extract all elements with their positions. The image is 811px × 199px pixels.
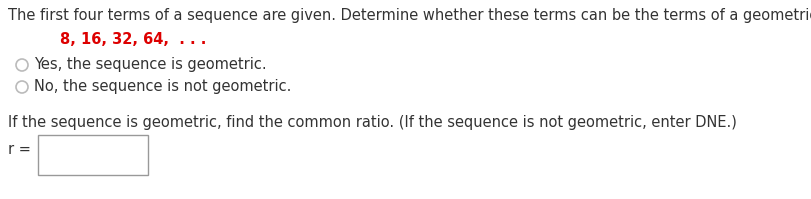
FancyBboxPatch shape (38, 135, 148, 175)
Text: 8, 16, 32, 64,  . . .: 8, 16, 32, 64, . . . (60, 32, 206, 47)
Text: No, the sequence is not geometric.: No, the sequence is not geometric. (34, 79, 291, 95)
Text: Yes, the sequence is geometric.: Yes, the sequence is geometric. (34, 58, 267, 72)
Text: r =: r = (8, 142, 31, 157)
Text: The first four terms of a sequence are given. Determine whether these terms can : The first four terms of a sequence are g… (8, 8, 811, 23)
Text: If the sequence is geometric, find the common ratio. (If the sequence is not geo: If the sequence is geometric, find the c… (8, 115, 737, 130)
